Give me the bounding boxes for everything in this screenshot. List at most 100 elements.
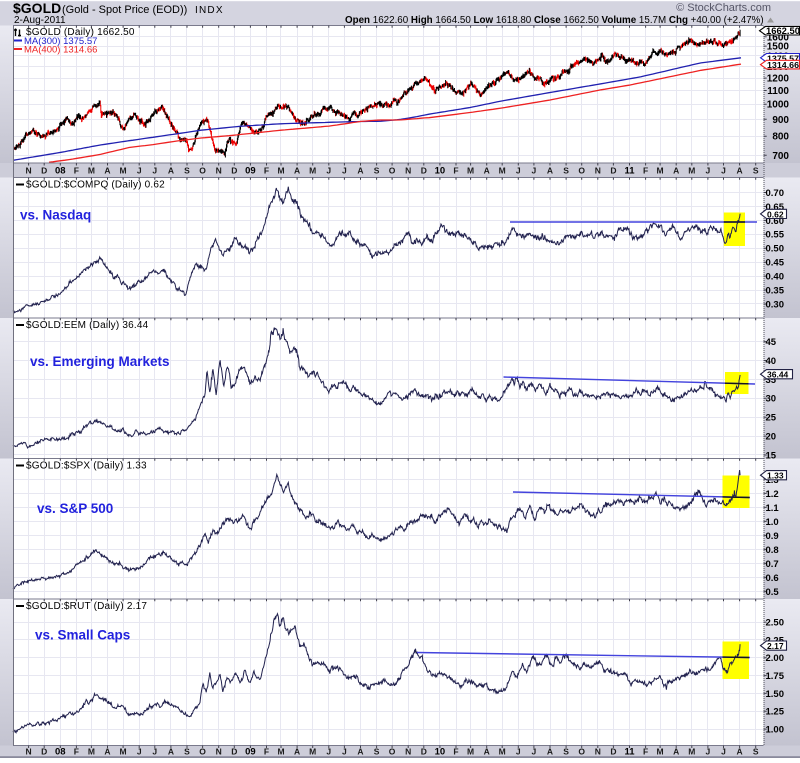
- svg-text:1.25: 1.25: [766, 707, 785, 718]
- svg-text:F: F: [643, 166, 648, 176]
- svg-text:S: S: [184, 166, 190, 176]
- svg-text:2.50: 2.50: [766, 618, 785, 629]
- svg-text:J: J: [152, 747, 157, 757]
- svg-text:2.00: 2.00: [766, 653, 785, 664]
- svg-text:1200: 1200: [767, 74, 790, 85]
- svg-text:J: J: [342, 166, 347, 176]
- svg-text:08: 08: [55, 166, 66, 177]
- svg-text:J: J: [706, 166, 711, 176]
- svg-text:800: 800: [772, 132, 789, 143]
- svg-text:F: F: [453, 166, 458, 176]
- svg-text:(Gold - Spot Price (EOD)): (Gold - Spot Price (EOD)): [62, 4, 187, 16]
- svg-text:1.33: 1.33: [767, 471, 784, 481]
- svg-text:M: M: [688, 166, 695, 176]
- svg-text:D: D: [421, 166, 427, 176]
- svg-text:J: J: [326, 166, 331, 176]
- svg-text:J: J: [516, 747, 521, 757]
- svg-text:M: M: [467, 747, 474, 757]
- svg-text:D: D: [610, 166, 616, 176]
- svg-text:1.1: 1.1: [766, 503, 780, 514]
- svg-text:D: D: [231, 747, 237, 757]
- svg-text:$GOLD:$COMPQ (Daily) 0.62: $GOLD:$COMPQ (Daily) 0.62: [26, 180, 165, 191]
- svg-text:1314.66: 1314.66: [767, 60, 799, 70]
- svg-text:Open 1622.60 High 1664.50 Low: Open 1622.60 High 1664.50 Low 1618.80 Cl…: [345, 15, 764, 26]
- svg-text:A: A: [737, 747, 743, 757]
- svg-text:15: 15: [766, 450, 777, 461]
- svg-text:A: A: [673, 747, 679, 757]
- svg-text:J: J: [137, 747, 142, 757]
- svg-text:S: S: [374, 166, 380, 176]
- svg-text:08: 08: [55, 747, 66, 758]
- svg-text:J: J: [706, 747, 711, 757]
- svg-text:O: O: [578, 747, 585, 757]
- svg-text:J: J: [137, 166, 142, 176]
- svg-text:0.8: 0.8: [766, 545, 779, 556]
- svg-text:D: D: [421, 747, 427, 757]
- svg-text:0.7: 0.7: [766, 559, 779, 570]
- svg-text:A: A: [484, 166, 490, 176]
- svg-text:J: J: [532, 747, 537, 757]
- svg-text:1100: 1100: [767, 86, 789, 97]
- svg-text:11: 11: [624, 747, 635, 758]
- svg-text:1000: 1000: [767, 100, 790, 111]
- svg-text:J: J: [152, 166, 157, 176]
- svg-text:O: O: [199, 747, 206, 757]
- svg-text:1.2: 1.2: [766, 489, 779, 500]
- svg-text:MA(400) 1314.66: MA(400) 1314.66: [24, 45, 97, 56]
- svg-text:45: 45: [766, 337, 777, 348]
- svg-text:F: F: [264, 747, 269, 757]
- svg-text:D: D: [231, 166, 237, 176]
- svg-text:2.17: 2.17: [767, 641, 784, 651]
- svg-text:A: A: [294, 747, 300, 757]
- svg-text:A: A: [547, 166, 553, 176]
- svg-text:0.40: 0.40: [766, 272, 785, 283]
- svg-text:D: D: [610, 747, 616, 757]
- svg-text:S: S: [563, 166, 569, 176]
- svg-text:25: 25: [766, 413, 777, 424]
- svg-text:0.50: 0.50: [766, 244, 785, 255]
- svg-text:0.55: 0.55: [766, 230, 785, 241]
- svg-text:0.5: 0.5: [766, 587, 780, 598]
- svg-text:M: M: [277, 166, 284, 176]
- svg-text:0.45: 0.45: [766, 258, 785, 269]
- svg-text:N: N: [595, 747, 601, 757]
- svg-text:A: A: [104, 747, 110, 757]
- svg-text:1.0: 1.0: [766, 517, 779, 528]
- svg-text:$GOLD:$RUT (Daily) 2.17: $GOLD:$RUT (Daily) 2.17: [26, 601, 147, 612]
- svg-text:$GOLD: $GOLD: [13, 0, 61, 16]
- svg-text:1.50: 1.50: [766, 689, 785, 700]
- svg-text:$GOLD:$SPX (Daily) 1.33: $GOLD:$SPX (Daily) 1.33: [26, 461, 147, 472]
- svg-text:M: M: [120, 747, 127, 757]
- svg-text:700: 700: [772, 151, 789, 162]
- svg-text:J: J: [532, 166, 537, 176]
- svg-text:20: 20: [766, 432, 777, 443]
- svg-text:M: M: [499, 747, 506, 757]
- svg-text:A: A: [168, 166, 174, 176]
- svg-text:F: F: [264, 166, 269, 176]
- svg-text:10: 10: [435, 747, 446, 758]
- svg-text:M: M: [467, 166, 474, 176]
- svg-text:0.35: 0.35: [766, 285, 785, 296]
- svg-text:M: M: [688, 747, 695, 757]
- svg-text:1662.50: 1662.50: [766, 26, 800, 36]
- svg-text:0.30: 0.30: [766, 299, 785, 310]
- svg-text:$GOLD:EEM (Daily) 36.44: $GOLD:EEM (Daily) 36.44: [26, 320, 149, 331]
- svg-text:0.6: 0.6: [766, 573, 779, 584]
- svg-text:0.9: 0.9: [766, 531, 779, 542]
- svg-text:J: J: [721, 747, 726, 757]
- svg-text:S: S: [184, 747, 190, 757]
- svg-text:F: F: [74, 747, 79, 757]
- svg-text:N: N: [216, 747, 222, 757]
- svg-text:0.62: 0.62: [767, 209, 784, 219]
- svg-text:O: O: [389, 747, 396, 757]
- svg-text:A: A: [673, 166, 679, 176]
- svg-text:vs. S&P 500: vs. S&P 500: [37, 501, 113, 516]
- svg-text:A: A: [357, 747, 363, 757]
- svg-text:1.00: 1.00: [766, 725, 785, 736]
- svg-text:40: 40: [766, 356, 777, 367]
- svg-text:A: A: [168, 747, 174, 757]
- svg-text:S: S: [753, 166, 759, 176]
- svg-text:N: N: [405, 747, 411, 757]
- svg-text:A: A: [547, 747, 553, 757]
- svg-text:N: N: [26, 166, 32, 176]
